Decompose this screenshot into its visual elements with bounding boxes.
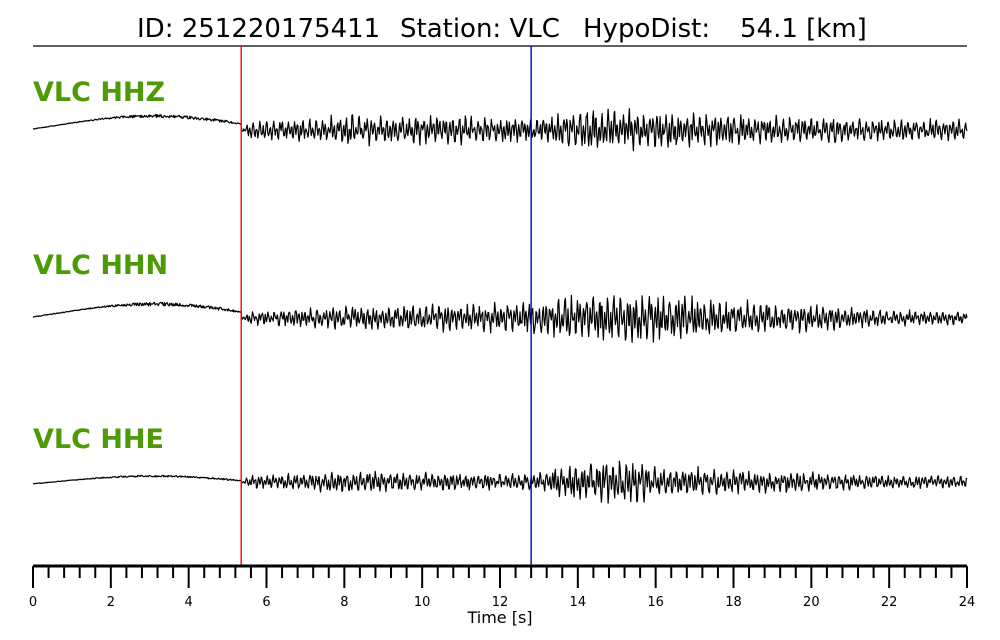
tick-label: 22 (881, 595, 898, 610)
trace-hhe (32, 460, 968, 504)
hypodist-text: HypoDist: (583, 14, 710, 44)
trace-hhz (32, 108, 968, 152)
channel-label-hhz: VLC HHZ (33, 77, 165, 108)
tick-label: 18 (725, 595, 742, 610)
tick-label: 2 (107, 595, 115, 610)
channel-label-hhn: VLC HHN (33, 250, 168, 281)
tick-label: 4 (185, 595, 193, 610)
trace-group (32, 108, 968, 504)
tick-label: 6 (262, 595, 270, 610)
tick-label: 20 (803, 595, 820, 610)
event-id-text: ID: 251220175411 (137, 14, 380, 44)
trace-hhn (32, 294, 968, 343)
channel-label-hhe: VLC HHE (33, 424, 164, 455)
time-axis: 0 2 4 6 8 10 12 14 16 18 20 22 24 (29, 564, 976, 610)
tick-label: 0 (29, 595, 37, 610)
tick-label: 14 (570, 595, 587, 610)
tick-label: 16 (647, 595, 664, 610)
hypodist-value: 54.1 [km] (740, 14, 867, 44)
station-text: Station: VLC (400, 14, 560, 44)
time-axis-label: Time [s] (466, 608, 532, 627)
tick-label: 10 (414, 595, 431, 610)
pick-lines (240, 46, 532, 566)
tick-label: 12 (492, 595, 509, 610)
tick-label: 24 (959, 595, 976, 610)
tick-label: 8 (340, 595, 348, 610)
